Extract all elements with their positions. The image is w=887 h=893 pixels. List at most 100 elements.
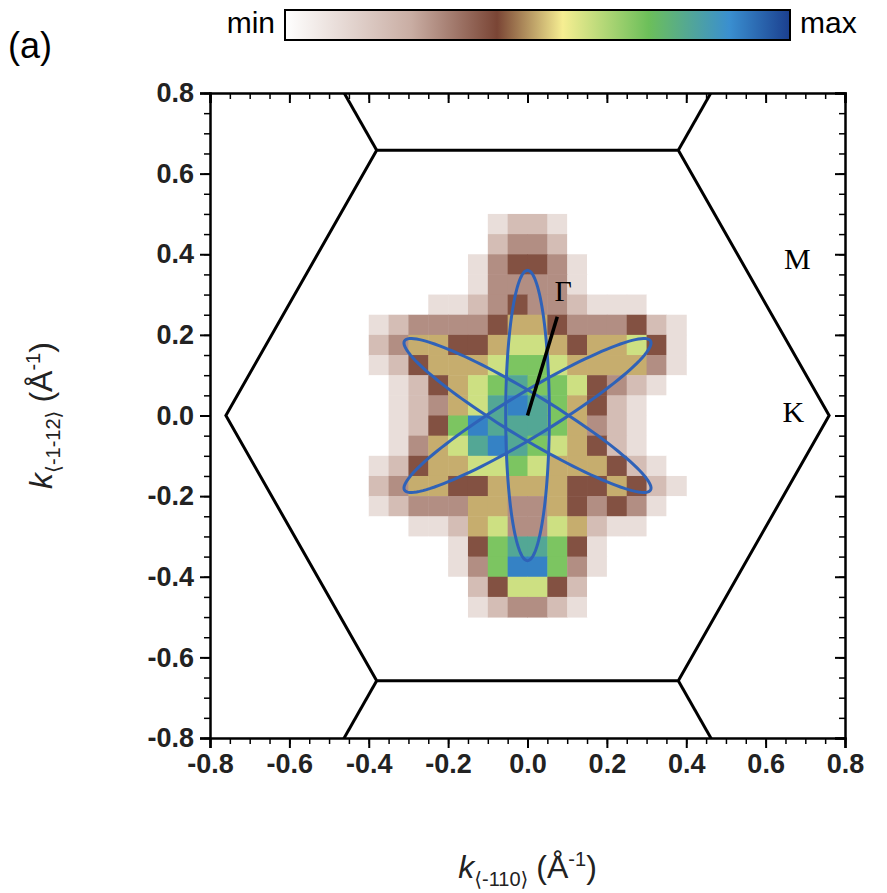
heatmap-cell <box>627 597 647 618</box>
tick <box>835 577 845 578</box>
tick-label: -0.4 <box>147 562 194 592</box>
zone-edge <box>226 93 377 150</box>
tick: 0.6 <box>156 159 210 189</box>
heatmap-cell <box>488 295 508 316</box>
minor-tick-mark <box>204 697 210 699</box>
tick-label: 0.2 <box>589 749 627 779</box>
tick <box>835 657 845 658</box>
heatmap-cell <box>627 416 647 437</box>
minor-tick-mark <box>839 395 845 397</box>
minor-tick <box>204 557 210 558</box>
heatmap-cell <box>607 395 627 416</box>
minor-tick-mark <box>204 274 210 276</box>
minor-tick <box>839 436 845 437</box>
heatmap-cell <box>468 496 488 517</box>
heatmap-cell <box>389 355 409 376</box>
heatmap-cell <box>428 315 448 336</box>
chart: ΓMK-0.8-0.6-0.4-0.20.00.20.40.60.8-0.8-0… <box>0 0 887 893</box>
minor-tick-mark <box>839 294 845 296</box>
tick: -0.8 <box>147 723 210 753</box>
tick <box>686 93 687 103</box>
minor-tick-mark <box>839 113 845 115</box>
tick-mark <box>606 93 608 103</box>
heatmap-cell <box>448 295 468 316</box>
tick-mark <box>368 738 370 748</box>
minor-tick-mark <box>204 597 210 599</box>
minor-tick <box>839 355 845 356</box>
tick-mark <box>289 738 291 748</box>
heatmap-cell <box>428 496 448 517</box>
minor-tick-mark <box>839 597 845 599</box>
tick-label: 0.4 <box>668 749 706 779</box>
heatmap-cell <box>567 375 587 396</box>
heatmap-cell <box>369 295 389 316</box>
minor-tick-mark <box>839 314 845 316</box>
heatmap-cell <box>627 496 647 517</box>
heatmap-cell <box>567 496 587 517</box>
tick <box>835 174 845 175</box>
heatmap-cell <box>647 557 667 578</box>
minor-tick <box>839 375 845 376</box>
tick <box>369 93 370 103</box>
heatmap-cell <box>408 234 428 255</box>
heatmap-cell <box>468 577 488 598</box>
tick-mark <box>200 254 210 256</box>
tick-mark <box>835 415 845 417</box>
tick-mark <box>765 738 767 748</box>
tick: -0.4 <box>346 738 393 779</box>
annotations: ΓMK <box>555 242 811 428</box>
minor-tick-mark <box>204 516 210 518</box>
heatmap-cell <box>607 416 627 437</box>
heatmap-cell <box>647 577 667 598</box>
tick <box>835 496 845 497</box>
axis-title-part: -1 <box>22 353 44 371</box>
heatmap-cell <box>528 214 548 235</box>
heatmap-cell <box>408 375 428 396</box>
heatmap-cell <box>627 516 647 537</box>
heatmap-cell <box>647 375 667 396</box>
heatmap-cell <box>528 416 548 437</box>
minor-tick <box>204 617 210 618</box>
heatmap-cell <box>666 577 686 598</box>
heatmap-cell <box>547 597 567 618</box>
heatmap-cell <box>369 536 389 557</box>
tick-mark <box>368 93 370 103</box>
minor-tick-mark <box>204 355 210 357</box>
tick-label: 0.4 <box>156 239 194 269</box>
axis-title: k⟨-110⟩(Å-1) <box>458 848 597 890</box>
heatmap-cell <box>567 234 587 255</box>
heatmap-cell <box>666 214 686 235</box>
minor-tick-mark <box>839 435 845 437</box>
heatmap-cell <box>389 395 409 416</box>
heatmap-cell <box>666 395 686 416</box>
minor-tick-mark <box>204 536 210 538</box>
minor-tick <box>839 113 845 114</box>
heatmap-cell <box>567 597 587 618</box>
heatmap-cell <box>428 557 448 578</box>
zone-edge <box>678 681 829 738</box>
tick <box>835 335 845 336</box>
heatmap-cell <box>468 214 488 235</box>
heatmap-cell <box>428 536 448 557</box>
heatmap-cell <box>468 295 488 316</box>
heatmap-cell <box>408 254 428 275</box>
axis-line <box>200 94 211 739</box>
heatmap-cell <box>428 597 448 618</box>
heatmap-cell <box>528 597 548 618</box>
heatmap-cell <box>389 597 409 618</box>
heatmap-cell <box>647 516 667 537</box>
heatmap-cell <box>408 295 428 316</box>
heatmap-cell <box>389 516 409 537</box>
tick-mark <box>835 738 845 740</box>
heatmap-cell <box>488 214 508 235</box>
minor-tick-mark <box>839 677 845 679</box>
minor-tick-mark <box>204 133 210 135</box>
tick <box>835 93 845 94</box>
tick-label: -0.6 <box>267 749 314 779</box>
heatmap-cell <box>448 496 468 517</box>
heatmap-cell <box>468 234 488 255</box>
heatmap-cell <box>488 597 508 618</box>
heatmap-cell <box>389 496 409 517</box>
tick <box>528 93 529 103</box>
heatmap-cell <box>666 516 686 537</box>
